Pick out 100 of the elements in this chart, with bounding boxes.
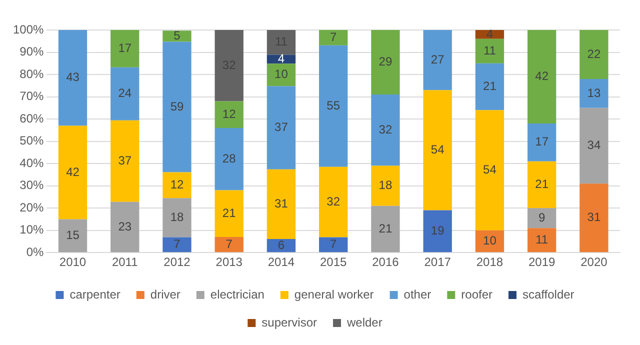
- bar: [162, 42, 192, 172]
- data-label: 55: [326, 98, 340, 112]
- bar: [527, 208, 556, 228]
- data-label: 42: [66, 164, 80, 179]
- data-label: 32: [378, 122, 392, 136]
- data-label: 54: [430, 142, 445, 157]
- data-label: 7: [330, 236, 337, 251]
- bar: [162, 172, 192, 198]
- data-label: 24: [118, 86, 132, 100]
- bar: [423, 210, 452, 252]
- data-label: 17: [535, 134, 549, 149]
- x-tick-label: 2020: [580, 255, 608, 270]
- data-label: 12: [170, 177, 184, 192]
- data-label: 37: [274, 120, 288, 134]
- data-label: 21: [378, 221, 392, 236]
- data-label: 9: [538, 210, 546, 224]
- y-tick-label: 20%: [20, 200, 44, 214]
- bar: [58, 30, 88, 126]
- bar: [266, 169, 296, 240]
- bar: [319, 166, 348, 238]
- bar: [527, 228, 556, 252]
- y-tick-label: 50%: [20, 134, 44, 148]
- x-tick-label: 2017: [424, 255, 452, 270]
- legend-label: supervisor: [262, 315, 318, 330]
- y-tick-label: 70%: [20, 89, 44, 104]
- data-label: 10: [483, 234, 497, 248]
- y-tick-label: 60%: [20, 111, 44, 126]
- bar: [527, 161, 556, 208]
- bar: [371, 166, 400, 206]
- bar: [475, 63, 504, 110]
- y-tick-label: 30%: [20, 178, 44, 192]
- bar: [162, 30, 192, 42]
- x-tick-label: 2015: [320, 255, 348, 270]
- bar: [214, 237, 244, 252]
- bar: [162, 198, 192, 238]
- bar: [266, 54, 296, 64]
- bar: [580, 78, 608, 108]
- data-label: 18: [378, 178, 392, 192]
- bar: [110, 202, 140, 252]
- data-label: 7: [174, 236, 181, 251]
- bar: [475, 230, 504, 252]
- data-label: 27: [430, 52, 445, 66]
- x-tick-label: 2012: [164, 255, 191, 270]
- data-label: 29: [378, 54, 392, 69]
- y-tick-label: 40%: [20, 156, 44, 170]
- data-label: 18: [170, 210, 184, 224]
- bar: [319, 237, 348, 252]
- legend-label: driver: [150, 287, 180, 302]
- y-tick-label: 100%: [12, 22, 44, 36]
- bar: [580, 184, 608, 252]
- data-label: 4: [486, 26, 494, 41]
- data-label: 17: [118, 41, 132, 56]
- bar: [162, 237, 192, 252]
- y-tick-label: 10%: [20, 222, 44, 237]
- data-label: 7: [330, 30, 337, 44]
- data-label: 13: [587, 86, 601, 100]
- data-label: 21: [535, 177, 549, 192]
- bar: [423, 30, 452, 90]
- data-label: 21: [222, 206, 236, 220]
- data-label: 59: [170, 99, 184, 114]
- bar: [527, 30, 556, 124]
- legend-label: other: [404, 287, 432, 302]
- x-tick-label: 2019: [528, 255, 556, 270]
- data-label: 5: [174, 28, 181, 43]
- bar: [580, 30, 608, 79]
- legend-label: welder: [346, 315, 382, 330]
- bar: [58, 126, 88, 220]
- bar: [266, 86, 296, 170]
- bar: [110, 120, 140, 202]
- data-label: 34: [587, 138, 601, 152]
- x-tick-label: 2010: [59, 255, 86, 270]
- data-label: 7: [226, 236, 233, 251]
- bar: [110, 30, 140, 68]
- legend-label: carpenter: [70, 287, 120, 302]
- data-label: 10: [274, 67, 288, 82]
- data-label: 6: [278, 238, 285, 252]
- x-tick-label: 2016: [372, 255, 400, 270]
- bar: [580, 108, 608, 184]
- y-tick-label: 90%: [20, 44, 44, 59]
- data-label: 37: [118, 153, 132, 168]
- data-label: 12: [222, 106, 236, 121]
- x-tick-label: 2013: [216, 255, 243, 270]
- data-label: 31: [587, 210, 601, 224]
- data-label: 31: [274, 196, 288, 210]
- bar: [214, 30, 244, 102]
- bar: [214, 190, 244, 238]
- legend-label: scaffolder: [522, 287, 574, 302]
- bar: [214, 101, 244, 128]
- bar: [58, 219, 88, 252]
- bar: [371, 206, 400, 252]
- x-tick-label: 2011: [112, 255, 138, 270]
- bar: [266, 239, 296, 252]
- legend-label: general worker: [294, 287, 374, 302]
- data-label: 4: [278, 51, 285, 66]
- data-label: 22: [587, 46, 601, 61]
- y-tick-label: 80%: [20, 66, 44, 81]
- bar: [266, 64, 296, 86]
- data-label: 19: [430, 224, 445, 238]
- x-tick-label: 2018: [476, 255, 504, 270]
- y-tick-label: 0%: [26, 244, 44, 259]
